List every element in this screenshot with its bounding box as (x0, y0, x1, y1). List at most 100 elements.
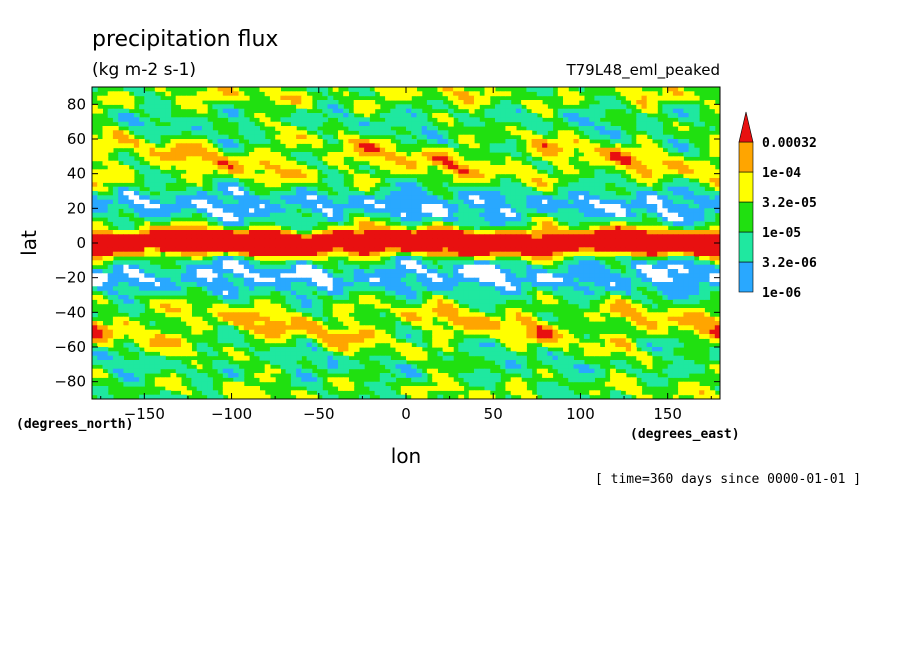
field-cell (683, 269, 690, 274)
field-cell (233, 165, 240, 170)
field-cell (515, 130, 522, 136)
field-cell (222, 247, 229, 253)
field-cell (285, 299, 292, 305)
field-cell (468, 273, 475, 279)
field-cell (688, 113, 695, 118)
field-cell (678, 221, 684, 227)
field-cell (610, 178, 616, 183)
field-cell (123, 199, 130, 205)
field-cell (353, 178, 360, 183)
field-cell (500, 264, 506, 270)
field-cell (249, 230, 255, 235)
field-cell (201, 234, 208, 240)
field-cell (678, 273, 684, 279)
field-cell (369, 282, 376, 287)
field-cell (505, 147, 512, 153)
field-cell (112, 299, 119, 305)
field-cell (667, 217, 674, 222)
field-cell (228, 117, 234, 123)
field-cell (468, 195, 475, 201)
field-cell (657, 195, 663, 201)
field-cell (196, 173, 203, 179)
field-cell (191, 165, 198, 170)
field-cell (672, 160, 679, 166)
field-cell (170, 204, 177, 209)
field-cell (301, 152, 308, 157)
field-cell (557, 204, 564, 209)
field-cell (160, 156, 166, 162)
field-cell (207, 130, 213, 136)
field-cell (144, 126, 151, 131)
field-cell (667, 108, 674, 114)
field-cell (112, 325, 119, 331)
field-cell (625, 182, 632, 188)
field-cell (222, 316, 229, 322)
field-cell (181, 230, 187, 235)
field-cell (505, 182, 512, 188)
field-cell (379, 139, 386, 144)
field-cell (191, 143, 198, 149)
field-cell (317, 113, 323, 118)
field-cell (332, 204, 339, 209)
field-cell (364, 208, 370, 214)
field-cell (254, 113, 260, 118)
field-cell (510, 152, 517, 157)
field-cell (196, 143, 203, 149)
field-cell (149, 321, 156, 326)
field-cell (348, 87, 355, 92)
field-cell (526, 134, 533, 140)
field-cell (594, 126, 601, 131)
field-cell (97, 277, 103, 283)
field-cell (275, 264, 281, 270)
field-cell (542, 316, 548, 322)
field-cell (652, 230, 658, 235)
field-cell (573, 260, 580, 266)
field-cell (311, 238, 318, 244)
field-cell (563, 247, 569, 253)
field-cell (646, 173, 653, 179)
field-cell (118, 290, 124, 296)
field-cell (479, 95, 486, 101)
field-cell (693, 204, 700, 209)
field-cell (207, 195, 213, 201)
field-cell (714, 234, 720, 240)
field-cell (426, 234, 433, 240)
field-cell (583, 182, 590, 188)
field-cell (112, 247, 119, 253)
field-cell (317, 264, 323, 270)
field-cell (233, 260, 240, 266)
field-cell (542, 247, 548, 253)
field-cell (416, 204, 423, 209)
field-cell (243, 204, 250, 209)
field-cell (683, 117, 690, 123)
field-cell (484, 108, 491, 114)
field-cell (395, 238, 402, 244)
field-cell (170, 152, 177, 157)
field-cell (505, 264, 512, 270)
field-cell (217, 247, 224, 253)
field-cell (468, 199, 475, 205)
field-cell (521, 260, 527, 266)
field-cell (662, 160, 669, 166)
field-cell (400, 134, 407, 140)
field-cell (296, 95, 302, 101)
field-cell (175, 156, 182, 162)
field-cell (133, 117, 140, 123)
field-cell (678, 91, 684, 97)
field-cell (442, 247, 449, 253)
field-cell (358, 108, 365, 114)
field-cell (97, 230, 103, 235)
field-cell (280, 277, 287, 283)
field-cell (709, 204, 716, 209)
field-cell (693, 152, 700, 157)
field-cell (374, 256, 381, 261)
field-cell (249, 316, 255, 322)
field-cell (290, 117, 297, 123)
field-cell (311, 199, 318, 205)
field-cell (515, 221, 522, 227)
field-cell (311, 173, 318, 179)
field-cell (437, 277, 444, 283)
field-cell (269, 208, 276, 214)
field-cell (238, 156, 245, 162)
